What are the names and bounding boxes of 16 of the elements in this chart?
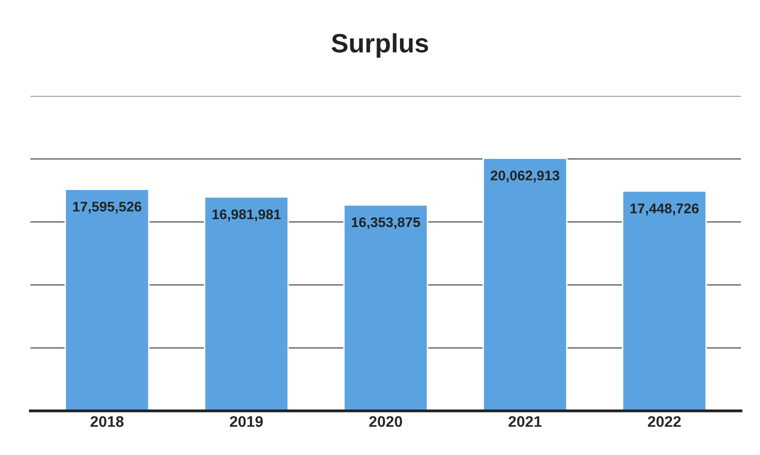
x-tick-label: 2019 — [230, 416, 263, 427]
x-tick-label: 2021 — [508, 416, 542, 427]
data-label: 16,981,981 — [212, 209, 281, 222]
x-tick-label: 2018 — [90, 416, 124, 427]
bar — [622, 190, 707, 411]
chart-title: Surplus — [332, 33, 428, 58]
data-label: 17,448,726 — [630, 204, 699, 216]
bar — [482, 157, 568, 411]
x-tick-label: 2020 — [369, 416, 402, 427]
data-label: 16,353,875 — [352, 217, 420, 230]
bar — [343, 204, 428, 411]
bar — [64, 188, 150, 411]
data-label: 20,062,913 — [490, 170, 560, 182]
x-tick-label: 2022 — [648, 416, 681, 427]
data-label: 17,595,526 — [73, 202, 142, 214]
bar — [204, 196, 289, 411]
